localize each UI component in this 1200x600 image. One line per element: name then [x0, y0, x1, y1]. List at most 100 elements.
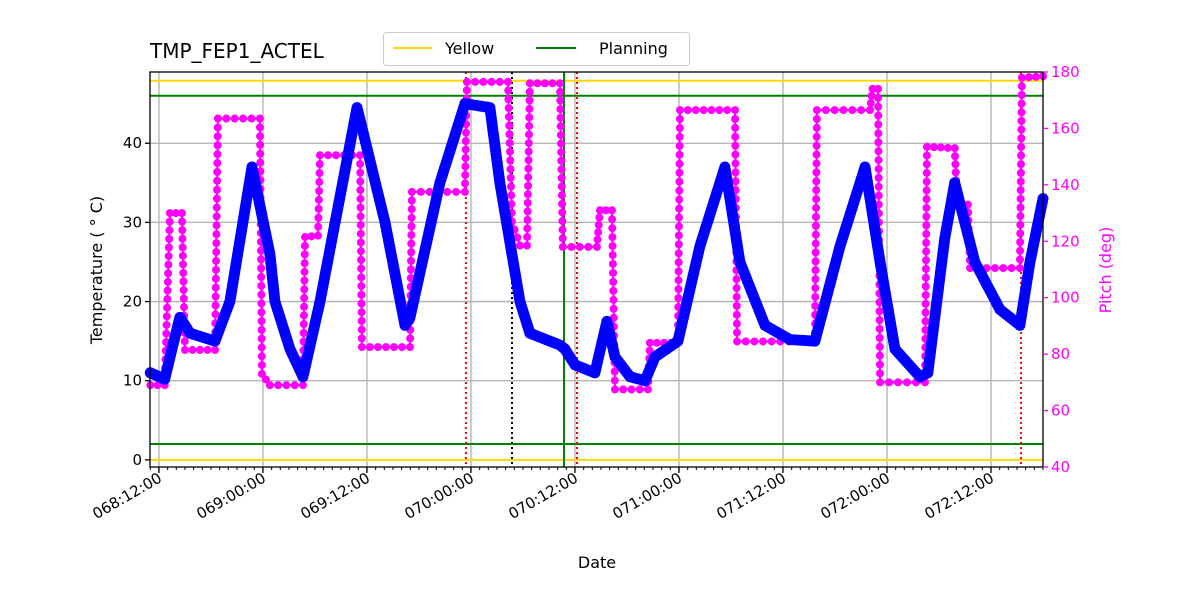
data-point — [452, 187, 461, 196]
data-point — [356, 238, 365, 247]
data-point — [163, 295, 172, 304]
data-point — [257, 281, 266, 290]
data-point — [381, 343, 390, 352]
data-point — [922, 221, 931, 230]
data-point — [1017, 108, 1026, 117]
data-point — [443, 187, 452, 196]
data-point — [951, 152, 960, 161]
data-point — [324, 151, 333, 160]
data-point — [300, 267, 309, 276]
temperature-series — [144, 98, 1049, 387]
data-point — [812, 195, 821, 204]
data-point — [461, 162, 470, 171]
data-point — [874, 164, 883, 173]
data-point — [1017, 125, 1026, 134]
data-point — [1017, 142, 1026, 151]
data-point — [558, 208, 567, 217]
data-point — [556, 105, 565, 114]
data-point — [1015, 255, 1024, 264]
data-point — [213, 150, 222, 159]
data-point — [425, 187, 434, 196]
data-point — [162, 329, 171, 338]
data-point — [257, 325, 266, 334]
data-point — [607, 206, 616, 215]
data-point — [627, 385, 636, 394]
data-point — [178, 226, 187, 235]
data-point — [1016, 168, 1025, 177]
data-point — [812, 168, 821, 177]
data-point — [213, 141, 222, 150]
data-point — [610, 376, 619, 385]
data-point — [922, 230, 931, 239]
data-point — [524, 130, 533, 139]
data-point — [675, 150, 684, 159]
data-point — [299, 311, 308, 320]
data-point — [699, 106, 708, 115]
data-point — [163, 286, 172, 295]
data-point — [812, 150, 821, 159]
x-tick-label: 072:12:00 — [921, 469, 997, 523]
data-point — [256, 246, 265, 255]
data-point — [525, 113, 534, 122]
data-point — [407, 205, 416, 214]
data-point — [506, 165, 515, 174]
data-point — [675, 177, 684, 186]
data-point — [212, 194, 221, 203]
data-point — [357, 299, 366, 308]
data-point — [213, 167, 222, 176]
data-point — [951, 168, 960, 177]
data-point — [675, 141, 684, 150]
data-point — [1017, 99, 1026, 108]
data-point — [356, 186, 365, 195]
data-point — [523, 224, 532, 233]
data-point — [314, 195, 323, 204]
data-point — [213, 159, 222, 168]
data-point — [461, 137, 470, 146]
data-point — [505, 147, 514, 156]
data-point — [1017, 151, 1026, 160]
x-tick-label: 072:00:00 — [817, 469, 893, 523]
data-point — [300, 276, 309, 285]
x-tick-label: 069:00:00 — [193, 469, 269, 523]
data-point — [164, 269, 173, 278]
data-point — [406, 343, 415, 352]
data-point — [524, 156, 533, 165]
data-point — [407, 239, 416, 248]
data-point — [1016, 177, 1025, 186]
data-point — [211, 283, 220, 292]
data-point — [584, 242, 593, 251]
data-point — [213, 123, 222, 132]
data-point — [811, 275, 820, 284]
data-point — [177, 209, 186, 218]
data-point — [731, 106, 740, 115]
data-point — [1017, 134, 1026, 143]
data-point — [936, 143, 945, 152]
data-point — [300, 233, 309, 242]
data-point — [165, 234, 174, 243]
y2-tick-label: 140 — [1051, 176, 1080, 194]
data-point — [674, 276, 683, 285]
y2-tick-label: 40 — [1051, 458, 1070, 476]
data-point — [504, 112, 513, 121]
data-point — [315, 169, 324, 178]
data-point — [505, 121, 514, 130]
data-point — [922, 238, 931, 247]
data-point — [674, 240, 683, 249]
data-point — [357, 316, 366, 325]
data-point — [558, 199, 567, 208]
data-point — [356, 212, 365, 221]
data-point — [608, 251, 617, 260]
data-point — [922, 177, 931, 186]
data-point — [875, 307, 884, 316]
data-point — [356, 194, 365, 203]
data-point — [257, 273, 266, 282]
data-point — [830, 106, 839, 115]
y2-tick-label: 180 — [1051, 63, 1080, 81]
data-point — [525, 104, 534, 113]
data-point — [558, 217, 567, 226]
data-point — [300, 259, 309, 268]
data-point — [523, 198, 532, 207]
data-point — [524, 181, 533, 190]
data-point — [922, 212, 931, 221]
data-point — [315, 160, 324, 169]
